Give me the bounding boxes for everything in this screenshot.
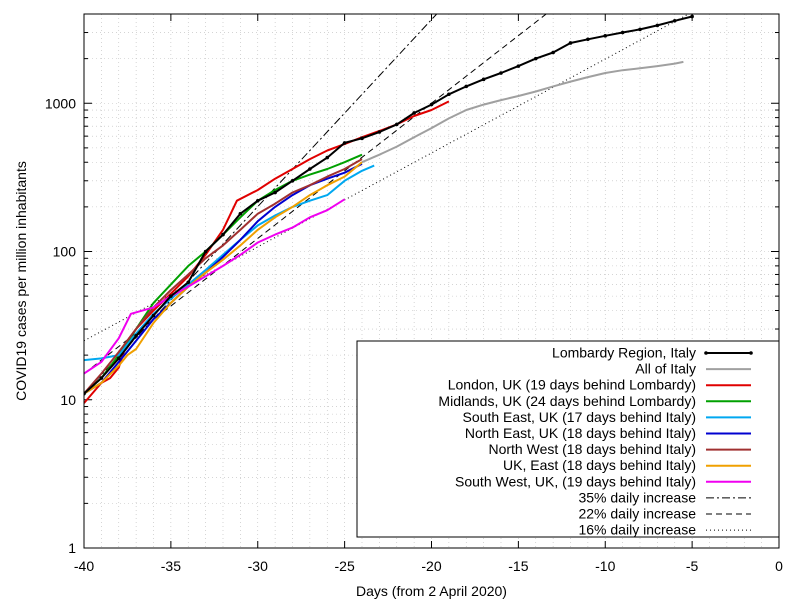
series-lines <box>84 14 694 404</box>
series-point <box>203 249 208 254</box>
x-tick-label: -20 <box>421 558 441 574</box>
legend-swatch-marker <box>704 351 708 355</box>
series-point <box>551 50 555 55</box>
series-line-35-daily-increase <box>84 14 438 394</box>
series-point <box>169 294 173 298</box>
series-point <box>151 313 156 318</box>
legend-label: Midlands, UK (24 days behind Lombardy) <box>438 393 696 409</box>
series-point <box>638 27 642 32</box>
series-line-lombardy-region-italy <box>84 15 693 395</box>
series-point <box>290 178 295 183</box>
x-tick-label: -30 <box>248 558 268 574</box>
series-point <box>672 18 677 23</box>
legend-label: Lombardy Region, Italy <box>552 345 696 361</box>
x-tick-label: -10 <box>595 558 615 574</box>
x-tick-label: 0 <box>775 558 783 574</box>
axis-ticks: -40 -35 -30 -25 -20 -15 -10 -5 0 1 10 100 1000 <box>45 13 783 574</box>
y-axis-label: COVID19 cases per million inhabitants <box>13 161 29 401</box>
series-line-south-west-uk-19-days-behind-italy <box>84 198 346 375</box>
x-tick-label: -5 <box>686 558 699 574</box>
series-point <box>99 376 104 380</box>
series-line-north-west-18-days-behind-italy <box>84 158 363 395</box>
legend-label: South West, UK, (19 days behind Italy) <box>455 473 696 489</box>
series-line-16-daily-increase <box>84 14 689 342</box>
series-point <box>325 155 330 160</box>
series-point <box>377 130 382 134</box>
series-point <box>481 77 486 82</box>
series-point <box>412 111 416 115</box>
x-tick-label: -25 <box>335 558 355 574</box>
legend-swatch-marker <box>749 351 753 355</box>
series-line-uk-east-18-days-behind-italy <box>84 161 363 395</box>
series-point <box>516 64 521 68</box>
legend-box <box>356 340 780 538</box>
x-tick-label: -15 <box>508 558 528 574</box>
y-tick-label: 10 <box>60 392 76 408</box>
x-axis-label: Days (from 2 April 2020) <box>356 583 507 599</box>
series-point <box>308 167 312 171</box>
series-point <box>603 34 608 38</box>
series-point <box>447 92 451 97</box>
x-tick-label: -40 <box>74 558 94 574</box>
y-tick-label: 1 <box>68 540 76 556</box>
series-point <box>134 334 138 338</box>
series-point <box>586 37 590 42</box>
series-point <box>620 30 625 35</box>
series-point <box>273 190 277 195</box>
series-line-all-of-italy <box>361 60 684 164</box>
series-point <box>568 41 573 45</box>
legend-label: North West (18 days behind Italy) <box>488 441 696 457</box>
plot-frame <box>83 13 780 549</box>
series-point <box>533 56 538 61</box>
legend-label: London, UK (19 days behind Lombardy) <box>448 377 696 393</box>
series-line-22-daily-increase <box>84 14 547 374</box>
legend-label: South East, UK (17 days behind Italy) <box>463 409 696 425</box>
series-point <box>360 136 364 141</box>
y-tick-label: 1000 <box>45 95 76 111</box>
series-point <box>342 141 347 145</box>
series-point <box>255 198 260 203</box>
series-point <box>429 102 434 107</box>
series-point <box>655 23 660 28</box>
series-point <box>464 84 469 89</box>
series-point <box>116 356 121 361</box>
legend-label: 35% daily increase <box>578 489 696 505</box>
series-point <box>499 71 503 75</box>
series-point <box>394 122 399 127</box>
series-point <box>186 280 191 285</box>
legend-label: UK, East (18 days behind Italy) <box>503 457 696 473</box>
series-point <box>221 232 225 237</box>
legend-label: All of Italy <box>635 361 696 377</box>
series-point <box>238 211 243 216</box>
y-tick-label: 100 <box>53 244 77 260</box>
series-point <box>690 14 694 19</box>
legend-label: 22% daily increase <box>578 506 696 522</box>
legend-label: 16% daily increase <box>578 522 696 538</box>
x-tick-label: -35 <box>161 558 181 574</box>
legend-label: North East, UK (18 days behind Italy) <box>465 425 696 441</box>
